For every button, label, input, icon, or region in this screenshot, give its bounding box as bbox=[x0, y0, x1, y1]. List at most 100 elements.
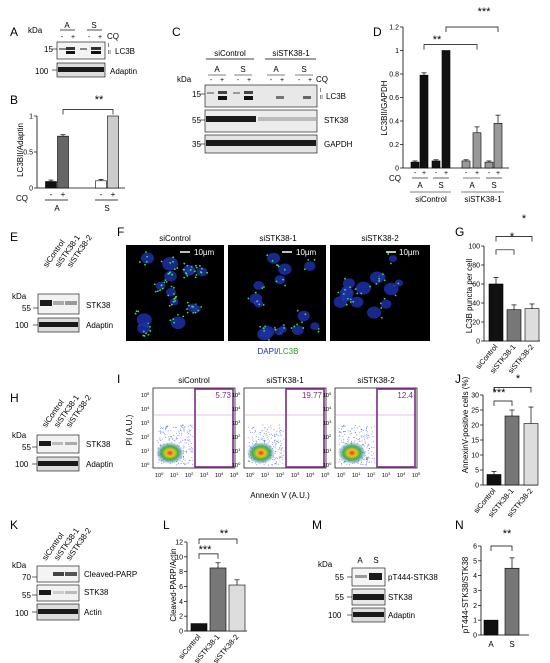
bar bbox=[488, 283, 504, 342]
flow-event bbox=[178, 442, 180, 444]
flow-event bbox=[340, 439, 342, 441]
panel-a-marker-15: 15 bbox=[44, 45, 53, 54]
flow-event bbox=[259, 439, 261, 441]
flow-event bbox=[279, 432, 281, 434]
lc3b-punctum bbox=[143, 335, 146, 337]
nucleus bbox=[140, 252, 154, 264]
flow-event bbox=[259, 434, 261, 436]
flow-event bbox=[180, 424, 182, 426]
flow-event bbox=[362, 464, 364, 466]
flow-event bbox=[357, 427, 359, 429]
panel-c-roman-2: II bbox=[320, 95, 323, 101]
y-tick-label: 104 bbox=[141, 405, 150, 413]
flow-event bbox=[281, 435, 283, 437]
panel-e-label-stk38: STK38 bbox=[86, 301, 111, 310]
flow-event bbox=[366, 457, 368, 459]
lc3b-punctum bbox=[275, 280, 278, 283]
flow-event bbox=[184, 438, 186, 440]
flow-event bbox=[175, 464, 177, 466]
lc3b-punctum bbox=[381, 316, 383, 319]
nucleus bbox=[274, 275, 286, 285]
lc3b-punctum bbox=[186, 264, 189, 267]
x-tick-label: 101 bbox=[261, 471, 270, 479]
flow-event bbox=[187, 426, 189, 428]
x-tick-label: 105 bbox=[412, 471, 421, 479]
y-tick-label: 8 bbox=[179, 569, 183, 576]
flow-event bbox=[279, 430, 281, 432]
flow-event bbox=[188, 462, 190, 464]
flow-event bbox=[347, 438, 349, 440]
flow-event bbox=[363, 459, 365, 461]
flow-event bbox=[274, 441, 276, 443]
flow-event bbox=[188, 433, 190, 435]
panel-c-sign-4: + bbox=[247, 77, 251, 84]
flow-event bbox=[271, 437, 273, 439]
flow-event bbox=[276, 457, 278, 459]
flow-event bbox=[183, 427, 185, 429]
flow-event bbox=[176, 438, 178, 440]
flow-event bbox=[267, 442, 269, 444]
panel-b-sign-4: + bbox=[111, 190, 116, 199]
nucleus bbox=[339, 287, 354, 300]
flow-event bbox=[175, 439, 177, 441]
lc3b-punctum bbox=[186, 311, 189, 314]
flow-event bbox=[184, 459, 186, 461]
panel-c-sign-2: + bbox=[220, 77, 224, 84]
y-tick-label: 0.5 bbox=[23, 150, 33, 157]
flow-event bbox=[165, 429, 167, 431]
y-tick-label: 101 bbox=[232, 447, 241, 455]
lc3b-punctum bbox=[198, 264, 201, 267]
y-tick-label: 102 bbox=[232, 433, 241, 441]
panel-j-letter: J bbox=[455, 372, 461, 386]
flow-event bbox=[183, 428, 185, 430]
flow-event bbox=[371, 431, 373, 433]
flow-event bbox=[175, 437, 177, 439]
flow-event bbox=[339, 458, 341, 460]
bar bbox=[523, 423, 539, 486]
flow-event bbox=[177, 435, 179, 437]
panel-m-band bbox=[353, 594, 384, 600]
panel-d-lane-4: S bbox=[491, 181, 496, 190]
flow-event bbox=[371, 454, 373, 456]
flow-event bbox=[347, 436, 349, 438]
panel-f-title-3: siSTK38-2 bbox=[361, 234, 399, 243]
flow-event bbox=[275, 440, 277, 442]
y-tick-label: 0.6 bbox=[389, 95, 399, 102]
panel-d-cq: CQ bbox=[389, 174, 401, 183]
lc3b-punctum bbox=[144, 263, 146, 266]
lc3b-punctum bbox=[146, 255, 149, 258]
significance-bracket bbox=[490, 545, 513, 551]
lc3b-punctum bbox=[186, 308, 188, 310]
panel-g: G LC3B puncta per cell 020406080100siCon… bbox=[455, 213, 540, 375]
flow-event bbox=[371, 446, 373, 448]
lc3b-punctum bbox=[169, 261, 172, 264]
nucleus bbox=[350, 296, 364, 308]
flow-event bbox=[191, 463, 193, 465]
flow-event bbox=[374, 462, 376, 464]
flow-event bbox=[161, 438, 163, 440]
lc3b-punctum bbox=[264, 325, 267, 328]
flow-event bbox=[363, 436, 365, 438]
lc3b-punctum bbox=[317, 330, 320, 333]
lc3b-punctum bbox=[192, 311, 195, 314]
lc3b-punctum bbox=[193, 270, 196, 273]
flow-event bbox=[344, 431, 346, 433]
flow-event bbox=[263, 441, 265, 443]
flow-event bbox=[183, 458, 185, 460]
panel-e-kda: kDa bbox=[12, 292, 27, 301]
flow-event bbox=[276, 430, 278, 432]
panel-k-marker-70: 70 bbox=[22, 573, 31, 582]
panel-a-letter: A bbox=[10, 25, 18, 39]
panel-m-letter: M bbox=[312, 518, 322, 532]
nucleus bbox=[342, 278, 355, 289]
significance-bracket bbox=[423, 44, 478, 50]
category-label: S bbox=[509, 640, 514, 649]
flow-event bbox=[343, 439, 345, 441]
y-tick-label: 105 bbox=[232, 391, 241, 399]
lc3b-punctum bbox=[346, 297, 349, 300]
panel-m-band bbox=[369, 573, 382, 580]
y-tick-label: 25 bbox=[471, 408, 479, 415]
flow-event bbox=[263, 464, 265, 466]
flow-event bbox=[368, 452, 370, 454]
lc3b-punctum bbox=[381, 273, 384, 276]
